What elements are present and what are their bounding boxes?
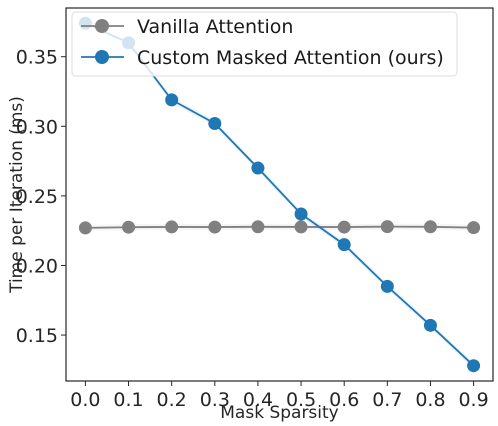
x-tick-label: 0.3 [200, 389, 230, 411]
legend: Vanilla Attention Custom Masked Attention… [71, 11, 458, 77]
x-tick-label: 0.2 [157, 389, 187, 411]
data-point [380, 279, 394, 293]
x-tick-label: 0.8 [415, 389, 445, 411]
data-point [294, 207, 308, 221]
plot-frame [65, 7, 494, 382]
data-point [165, 220, 179, 234]
x-tick-label: 0.5 [286, 389, 316, 411]
x-tick-label: 0.9 [458, 389, 488, 411]
data-point [251, 161, 265, 175]
data-point [380, 220, 394, 234]
series-1 [78, 220, 481, 235]
data-point [294, 220, 308, 234]
legend-box [71, 11, 458, 77]
x-tick-label: 0.4 [243, 389, 273, 411]
series-band [85, 20, 474, 369]
legend-marker [95, 50, 109, 64]
x-axis-label: Mask Sparsity [220, 403, 339, 423]
data-point [467, 221, 481, 235]
legend-marker [95, 19, 109, 33]
x-tick-label: 0.7 [372, 389, 402, 411]
data-point [423, 220, 437, 234]
data-point [78, 221, 92, 235]
data-point [122, 220, 136, 234]
y-tick-label: 0.20 [16, 255, 58, 277]
y-axis: 0.15 0.20 0.25 0.30 0.35 [16, 47, 66, 347]
series-line [85, 225, 474, 229]
legend-label: Vanilla Attention [137, 16, 293, 38]
data-point [337, 220, 351, 234]
y-axis-label: Time per Iteration (ms) [7, 96, 27, 294]
y-tick-label: 0.25 [16, 186, 58, 208]
data-point [423, 318, 437, 332]
data-point [208, 117, 222, 131]
data-point [165, 93, 179, 107]
x-tick-label: 0.1 [113, 389, 143, 411]
y-tick-label: 0.15 [16, 325, 58, 347]
x-tick-label: 0.0 [70, 389, 100, 411]
y-tick-label: 0.35 [16, 47, 58, 69]
legend-label: Custom Masked Attention (ours) [137, 47, 444, 69]
x-axis: 0.0 0.1 0.2 0.3 0.4 0.5 0.6 0.7 0.8 0.9 [70, 381, 489, 411]
data-point [467, 359, 481, 373]
data-point [337, 238, 351, 252]
x-tick-label: 0.6 [329, 389, 359, 411]
y-tick-label: 0.30 [16, 116, 58, 138]
data-point [251, 220, 265, 234]
data-point [208, 220, 222, 234]
